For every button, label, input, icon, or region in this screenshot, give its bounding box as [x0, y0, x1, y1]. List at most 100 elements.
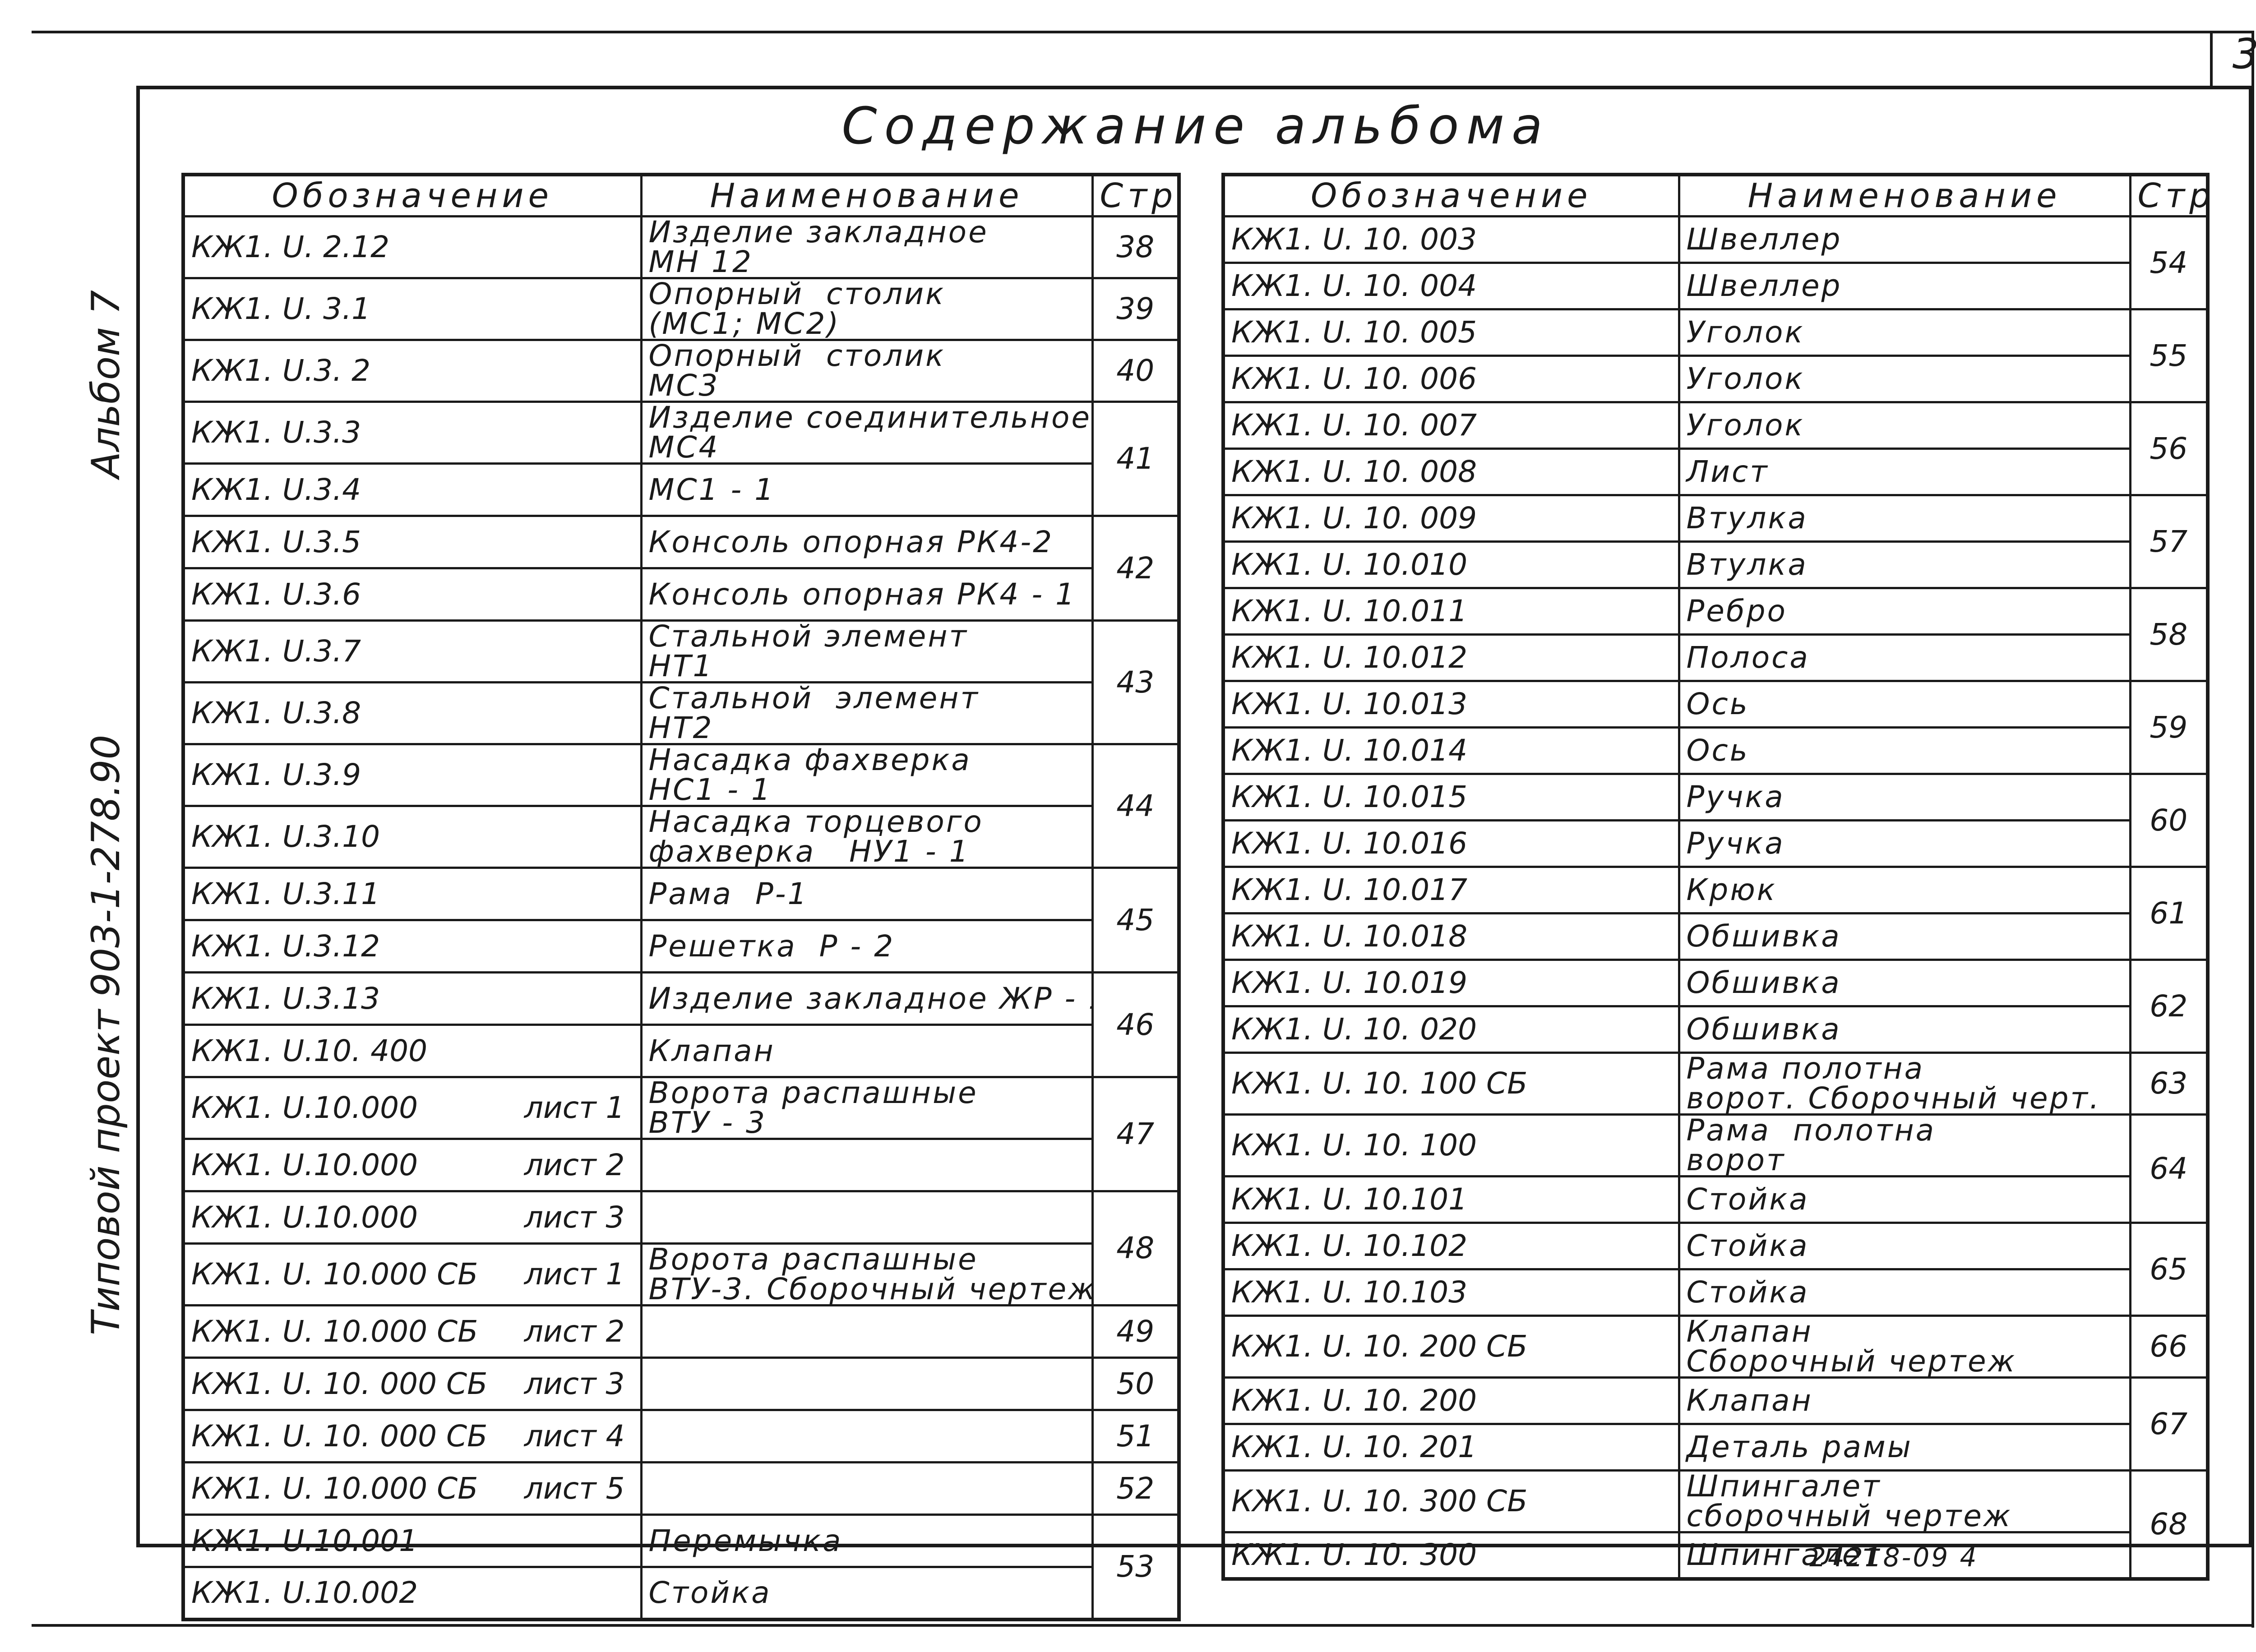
designation-cell: КЖ1. U.3.8 [182, 681, 643, 745]
designation-code: КЖ1. U. 10.000 СБ [191, 1257, 478, 1292]
table-row: КЖ1. U. 10.017 Крюк 61 [1222, 866, 2209, 961]
item-name-cell: Стойка [640, 1566, 1094, 1620]
designation-cell: КЖ1. U. 10.000 СБ лист 1 [182, 1242, 643, 1306]
item-name: Уголок [1686, 315, 1805, 350]
item-name-cell: Ворота распашные ВТУ - 3 [640, 1076, 1094, 1140]
page-cell: 57 [2129, 494, 2209, 589]
designation-code: КЖ1. U. 10.013 [1231, 687, 1468, 721]
item-name: Швеллер [1686, 268, 1842, 303]
item-name: Клапан [1686, 1383, 1813, 1418]
designation-code: КЖ1. U. 10. 100 СБ [1231, 1066, 1528, 1101]
designation-code: КЖ1. U. 2.12 [191, 230, 390, 264]
item-name-cell: Опорный столик (МС1; МС2) [640, 277, 1094, 341]
item-name-cell: Клапан Сборочный чертеж [1678, 1315, 2131, 1379]
item-name: Рама полотна ворот [1686, 1114, 1936, 1177]
item-name: Стойка [1686, 1275, 1809, 1310]
designation-code: КЖ1. U. 10.015 [1231, 780, 1468, 814]
designation-cell: КЖ1. U.10.001 [182, 1514, 643, 1568]
sheet-number: лист 3 [524, 1366, 625, 1401]
table-row: КЖ1. U.10.000 лист 1 Ворота распашные ВТУ … [182, 1076, 1180, 1192]
item-name: Изделие соединительное МС4 [648, 401, 1091, 464]
item-name-cell: Клапан [640, 1024, 1094, 1078]
page-cell: 49 [1091, 1304, 1180, 1359]
item-name-cell: Рама полотна ворот. Сборочный черт. [1678, 1052, 2131, 1116]
item-name-cell: Обшивка [1678, 1005, 2131, 1054]
table-row: КЖ1. U. 10.000 СБ лист 2 49 [182, 1304, 1180, 1359]
table-row: КЖ1. U.3.13 Изделие закладное ЖР - 1 46 [182, 971, 1180, 1078]
designation-code: КЖ1. U. 10. 201 [1231, 1430, 1477, 1464]
item-name-cell: Втулка [1678, 540, 2131, 589]
item-name-cell: Изделие соединительное МС4 [640, 401, 1094, 465]
page-cell: 44 [1091, 743, 1180, 869]
designation-cell: КЖ1. U. 10. 004 [1222, 262, 1680, 310]
table-row: КЖ1. U. 10. 300 Шпингалет [1222, 1531, 2208, 1580]
page-cell: 39 [1091, 277, 1180, 341]
table-header-row: Обозначение Наименование Стр. [1222, 173, 2209, 217]
designation-code: КЖ1. U. 10. 003 [1231, 222, 1477, 257]
designation-code: КЖ1. U. 10.019 [1231, 965, 1468, 1000]
designation-cell: КЖ1. U. 10.017 [1222, 866, 1680, 914]
table-row: КЖ1. U. 10. 100 Рама полотна ворот 64 [1222, 1113, 2209, 1224]
table-row: КЖ1. U. 10.101 Стойка [1222, 1175, 2208, 1224]
designation-code: КЖ1. U.3.7 [191, 634, 361, 669]
designation-cell: КЖ1. U. 10.018 [1222, 912, 1680, 961]
table-row: КЖ1. U. 10. 003 Швеллер 54 [1222, 215, 2209, 310]
item-name: Клапан Сборочный чертеж [1686, 1315, 2017, 1378]
item-name: Насадка фахверка НС1 - 1 [648, 744, 971, 806]
designation-cell: КЖ1. U.3.9 [182, 743, 643, 807]
item-name-cell: Втулка [1678, 494, 2131, 543]
sheet-number: лист 3 [524, 1200, 625, 1235]
column-header-designation: Обозначение [1222, 173, 1680, 217]
designation-code: КЖ1. U.3.13 [191, 981, 380, 1016]
designation-code: КЖ1. U. 10.018 [1231, 919, 1468, 954]
designation-code: КЖ1. U. 10.014 [1231, 733, 1468, 768]
designation-code: КЖ1. U. 10.103 [1231, 1275, 1468, 1310]
item-name-cell: Швеллер [1678, 215, 2131, 264]
item-name-cell [640, 1357, 1094, 1411]
designation-cell: КЖ1. U. 10. 100 СБ [1222, 1052, 1680, 1116]
table-row: КЖ1. U.3.7 Стальной элемент НТ1 43 [182, 619, 1180, 745]
item-name-cell: Стойка [1678, 1175, 2131, 1224]
item-name-cell: Стальной элемент НТ1 [640, 619, 1094, 683]
side-album-label: Альбом 7 [83, 290, 129, 478]
table-row: КЖ1. U.3.8 Стальной элемент НТ2 [182, 681, 1179, 745]
page-number: 3 [2212, 18, 2256, 90]
designation-cell: КЖ1. U.10.000 лист 3 [182, 1190, 643, 1245]
table-row: КЖ1. U.3.10 Насадка торцевого фахверка НУ… [182, 805, 1179, 869]
designation-cell: КЖ1. U.3.10 [182, 805, 643, 869]
item-name: Решетка Р - 2 [648, 928, 895, 964]
table-row: КЖ1. U.3.4 МС1 - 1 [182, 462, 1179, 517]
item-name-cell: Насадка торцевого фахверка НУ1 - 1 [640, 805, 1094, 869]
designation-code: КЖ1. U. 10. 300 [1231, 1537, 1477, 1573]
page-cell: 45 [1091, 867, 1180, 974]
table-row: КЖ1. U. 10. 000 СБ лист 4 51 [182, 1409, 1180, 1463]
item-name-cell: МС1 - 1 [640, 462, 1094, 517]
item-name: Насадка торцевого фахверка НУ1 - 1 [648, 806, 984, 868]
designation-code: КЖ1. U. 10. 007 [1231, 408, 1477, 443]
page-number-divider [2210, 31, 2213, 88]
designation-code: КЖ1. U. 10.010 [1231, 547, 1468, 582]
designation-cell: КЖ1. U. 10.103 [1222, 1268, 1680, 1317]
table-row: КЖ1. U. 10. 201 Деталь рамы [1222, 1423, 2208, 1472]
designation-cell: КЖ1. U.3. 2 [182, 339, 643, 403]
designation-code: КЖ1. U. 10.000 СБ [191, 1314, 478, 1349]
contents-table-left: Обозначение Наименование Стр. КЖ1. U. 2.… [181, 173, 1181, 1621]
designation-code: КЖ1. U. 10.017 [1231, 872, 1468, 907]
table-row: КЖ1. U. 10.000 СБ лист 5 52 [182, 1461, 1180, 1516]
item-name: МС1 - 1 [648, 472, 776, 507]
item-name-cell: Консоль опорная РК4 - 1 [640, 567, 1094, 622]
designation-code: КЖ1. U. 3.1 [191, 291, 371, 326]
page-cell: 43 [1091, 619, 1180, 745]
table-row: КЖ1. U. 10. 007 Уголок 56 [1222, 401, 2209, 496]
designation-code: КЖ1. U. 10.011 [1231, 594, 1468, 628]
designation-cell: КЖ1. U. 10.019 [1222, 959, 1680, 1007]
item-name-cell: Уголок [1678, 355, 2131, 403]
designation-code: КЖ1. U.3.11 [191, 876, 380, 911]
item-name: Лист [1686, 454, 1769, 489]
item-name-cell: Обшивка [1678, 912, 2131, 961]
table-row: КЖ1. U. 10.012 Полоса [1222, 633, 2208, 682]
designation-code: КЖ1. U. 10. 020 [1231, 1012, 1477, 1047]
column-header-name: Наименование [640, 173, 1094, 217]
item-name-cell: Опорный столик МС3 [640, 339, 1094, 403]
item-name: Уголок [1686, 361, 1805, 396]
